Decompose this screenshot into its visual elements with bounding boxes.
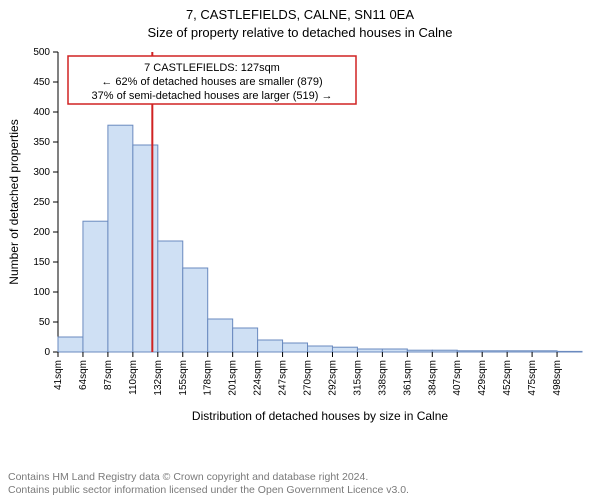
svg-text:7 CASTLEFIELDS: 127sqm: 7 CASTLEFIELDS: 127sqm xyxy=(144,62,280,74)
svg-text:500: 500 xyxy=(33,47,50,58)
svg-text:0: 0 xyxy=(44,347,50,358)
svg-text:407sqm: 407sqm xyxy=(452,360,463,396)
svg-text:← 62% of detached houses are s: ← 62% of detached houses are smaller (87… xyxy=(101,76,322,88)
svg-text:64sqm: 64sqm xyxy=(78,360,89,390)
svg-text:400: 400 xyxy=(33,107,50,118)
svg-text:247sqm: 247sqm xyxy=(278,360,289,396)
footer-attribution: Contains HM Land Registry data © Crown c… xyxy=(8,471,409,497)
title-line2: Size of property relative to detached ho… xyxy=(0,24,600,42)
svg-text:361sqm: 361sqm xyxy=(402,360,413,396)
svg-text:Number of detached properties: Number of detached properties xyxy=(7,119,21,284)
footer-line2: Contains public sector information licen… xyxy=(8,484,409,497)
svg-text:429sqm: 429sqm xyxy=(477,360,488,396)
svg-text:315sqm: 315sqm xyxy=(352,360,363,396)
svg-text:178sqm: 178sqm xyxy=(203,360,214,396)
chart-title: 7, CASTLEFIELDS, CALNE, SN11 0EA Size of… xyxy=(0,0,600,41)
svg-text:450: 450 xyxy=(33,77,50,88)
svg-text:270sqm: 270sqm xyxy=(303,360,314,396)
title-line1: 7, CASTLEFIELDS, CALNE, SN11 0EA xyxy=(0,6,600,24)
svg-text:155sqm: 155sqm xyxy=(178,360,189,396)
svg-text:200: 200 xyxy=(33,227,50,238)
svg-text:87sqm: 87sqm xyxy=(103,360,114,390)
svg-text:224sqm: 224sqm xyxy=(253,360,264,396)
svg-text:475sqm: 475sqm xyxy=(527,360,538,396)
svg-text:132sqm: 132sqm xyxy=(153,360,164,396)
svg-text:350: 350 xyxy=(33,137,50,148)
svg-text:201sqm: 201sqm xyxy=(228,360,239,396)
svg-text:37% of semi-detached houses ar: 37% of semi-detached houses are larger (… xyxy=(92,90,333,102)
svg-text:452sqm: 452sqm xyxy=(502,360,513,396)
svg-text:Distribution of detached house: Distribution of detached houses by size … xyxy=(192,409,448,423)
svg-text:338sqm: 338sqm xyxy=(377,360,388,396)
svg-text:100: 100 xyxy=(33,287,50,298)
svg-text:41sqm: 41sqm xyxy=(53,360,64,390)
svg-text:300: 300 xyxy=(33,167,50,178)
svg-text:50: 50 xyxy=(39,317,51,328)
svg-text:498sqm: 498sqm xyxy=(552,360,563,396)
svg-text:292sqm: 292sqm xyxy=(327,360,338,396)
svg-text:384sqm: 384sqm xyxy=(427,360,438,396)
svg-text:150: 150 xyxy=(33,257,50,268)
chart-area: 0 50 100 150 200 250 300 350 400 450 500 41sqm 64sqm… xyxy=(0,44,600,454)
svg-text:110sqm: 110sqm xyxy=(128,360,139,395)
svg-text:250: 250 xyxy=(33,197,50,208)
footer-line1: Contains HM Land Registry data © Crown c… xyxy=(8,471,409,484)
histogram-svg: 0 50 100 150 200 250 300 350 400 450 500 41sqm 64sqm… xyxy=(0,44,600,454)
